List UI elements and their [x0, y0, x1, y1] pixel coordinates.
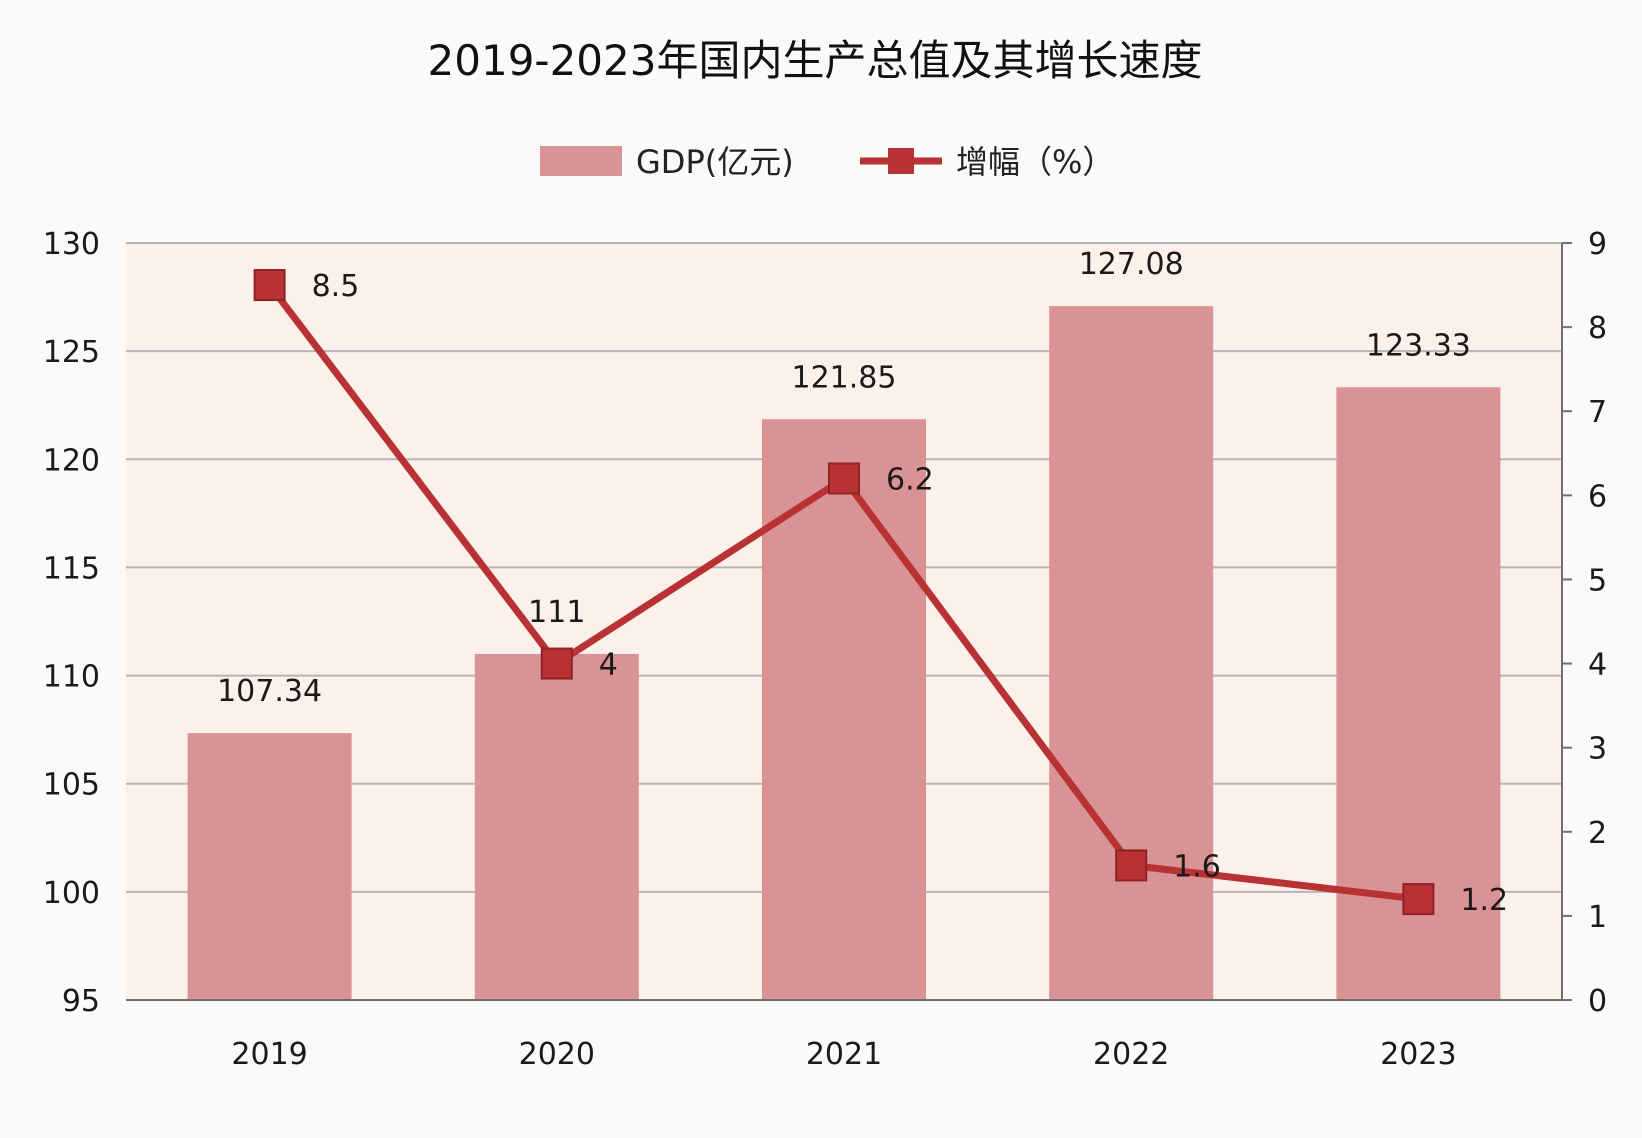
y-right-tick-label: 7: [1588, 395, 1607, 430]
y-right-tick-label: 4: [1588, 648, 1607, 683]
bar-value-label: 111: [528, 595, 585, 630]
y-left-tick-label: 105: [43, 768, 100, 803]
y-left-tick-label: 110: [43, 660, 100, 695]
growth-value-label: 6.2: [886, 463, 934, 498]
y-left-tick-label: 100: [43, 876, 100, 911]
x-tick-label: 2021: [806, 1037, 882, 1072]
bar-value-label: 121.85: [792, 360, 897, 395]
bar-2020: [474, 653, 639, 1000]
legend-bar-swatch: [540, 146, 622, 176]
growth-marker-2021: [828, 462, 860, 495]
y-right-tick-label: 0: [1588, 984, 1607, 1019]
legend-line-marker: [888, 148, 914, 174]
y-left-tick-label: 125: [43, 335, 100, 370]
y-right-tick-label: 3: [1588, 732, 1607, 767]
growth-value-label: 1.6: [1173, 849, 1221, 884]
x-tick-label: 2023: [1380, 1037, 1456, 1072]
bar-2019: [187, 733, 352, 1000]
bar-2022: [1049, 306, 1214, 1001]
x-tick-label: 2019: [231, 1037, 307, 1072]
bar-2021: [762, 419, 926, 1001]
legend-growth-label: 增幅（%）: [956, 143, 1114, 181]
bar-value-label: 127.08: [1079, 247, 1184, 282]
x-tick-label: 2020: [519, 1037, 595, 1072]
y-left-tick-label: 120: [43, 443, 100, 478]
growth-value-label: 8.5: [312, 269, 360, 304]
y-right-tick-label: 8: [1588, 311, 1607, 346]
axes: 95 100 105 110 115 120 125 130 0 1 2 3 4 5 6 7 8 9 2019 202…: [43, 227, 1607, 1072]
x-tick-label: 2022: [1093, 1037, 1169, 1072]
growth-value-label: 4: [599, 648, 618, 683]
legend-gdp-label: GDP(亿元): [636, 143, 794, 181]
y-left-tick-label: 95: [62, 984, 100, 1019]
growth-marker-2020: [540, 647, 573, 680]
bar-value-label: 123.33: [1366, 328, 1471, 363]
line-series: [253, 269, 1435, 916]
growth-value-label: 1.2: [1460, 883, 1508, 918]
y-right-tick-label: 1: [1588, 900, 1607, 935]
bar-series: [187, 306, 1501, 1001]
y-right-tick-label: 6: [1588, 479, 1607, 514]
chart-title: 2019-2023年国内生产总值及其增长速度: [428, 36, 1203, 85]
growth-marker-2019: [253, 269, 286, 302]
legend: GDP(亿元) 增幅（%）: [540, 143, 1114, 181]
y-right-tick-label: 2: [1588, 816, 1607, 851]
data-labels: 107.34 111 121.85 127.08 123.33 8.5 4 6.2 1.6 1.2: [217, 247, 1508, 918]
growth-marker-2022: [1115, 849, 1148, 882]
y-left-tick-label: 130: [43, 227, 100, 262]
y-left-tick-label: 115: [43, 551, 100, 586]
growth-marker-2023: [1402, 883, 1435, 916]
y-right-tick-label: 9: [1588, 227, 1607, 262]
y-right-tick-label: 5: [1588, 563, 1607, 598]
bar-value-label: 107.34: [217, 674, 322, 709]
